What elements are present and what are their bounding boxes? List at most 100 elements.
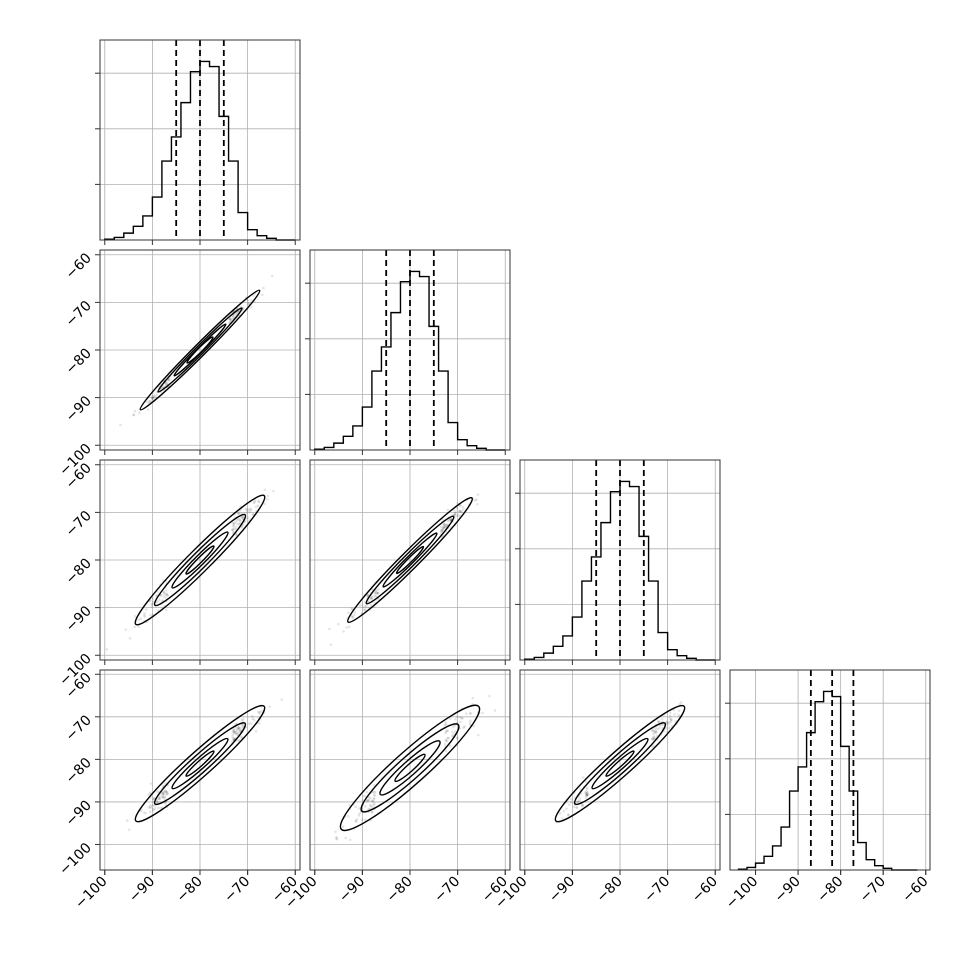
sample-point	[585, 788, 589, 791]
sample-point	[164, 593, 167, 596]
sample-point	[329, 643, 333, 646]
sample-point	[653, 737, 656, 740]
sample-point	[270, 274, 274, 278]
sample-point	[158, 797, 161, 801]
density-contour	[153, 513, 247, 607]
sample-point	[570, 798, 573, 801]
sample-point	[374, 592, 377, 595]
sample-point	[462, 508, 465, 511]
sample-point	[232, 522, 236, 525]
sample-point	[156, 790, 159, 793]
sample-point	[581, 803, 584, 807]
sample-point	[369, 803, 372, 807]
sample-point	[656, 727, 659, 731]
sample-point	[164, 789, 167, 793]
sample-point	[153, 806, 157, 810]
sample-point	[584, 780, 588, 784]
density-contour	[382, 532, 438, 588]
sample-point	[234, 525, 238, 529]
x-tick-label: −100	[72, 874, 111, 913]
sample-point	[369, 796, 372, 800]
sample-point	[371, 810, 374, 814]
sample-point	[143, 615, 147, 618]
sample-point	[236, 512, 240, 515]
sample-point	[373, 595, 376, 598]
y-tick-label: −60	[63, 250, 95, 282]
sample-point	[234, 731, 237, 734]
sample-point	[373, 794, 376, 798]
sample-point	[669, 720, 673, 723]
sample-point	[147, 793, 150, 796]
sample-point	[244, 507, 248, 511]
scatter-panel-r2-c1	[309, 459, 511, 665]
sample-point	[161, 792, 164, 796]
sample-point	[232, 527, 236, 531]
sample-point	[237, 512, 241, 516]
sample-point	[674, 719, 678, 723]
sample-point	[247, 302, 251, 306]
sample-point	[567, 813, 570, 817]
sample-point	[444, 731, 447, 735]
sample-point	[584, 791, 587, 794]
sample-point	[229, 317, 232, 321]
sample-point	[457, 514, 460, 517]
sample-point	[666, 720, 670, 724]
sample-point	[257, 499, 260, 503]
sample-point	[452, 725, 455, 729]
sample-point	[655, 730, 658, 734]
sample-point	[167, 378, 171, 382]
sample-point	[160, 795, 163, 799]
density-contour	[573, 722, 667, 806]
sample-point	[334, 830, 337, 834]
y-tick-label: −80	[63, 755, 95, 787]
sample-point	[572, 805, 576, 809]
sample-point	[149, 806, 152, 810]
sample-point	[362, 608, 366, 612]
sample-point	[651, 728, 655, 732]
sample-point	[263, 488, 267, 492]
sample-point	[280, 698, 284, 701]
sample-point	[584, 792, 588, 795]
sample-point	[158, 598, 161, 601]
panel-frame	[729, 669, 931, 871]
density-contour	[185, 750, 215, 777]
sample-point	[238, 730, 241, 734]
sample-point	[147, 805, 150, 809]
sample-point	[232, 524, 235, 528]
sample-point	[143, 611, 146, 615]
sample-point	[469, 712, 472, 716]
sample-point	[335, 837, 339, 840]
sample-point	[165, 790, 168, 793]
sample-point	[442, 526, 445, 529]
density-contour	[591, 737, 649, 790]
sample-point	[237, 511, 240, 515]
sample-point	[449, 717, 452, 720]
sample-point	[370, 595, 373, 599]
sample-point	[586, 791, 589, 794]
sample-point	[253, 499, 257, 502]
sample-point	[105, 648, 109, 651]
sample-point	[166, 594, 169, 597]
sample-point	[232, 729, 236, 733]
sample-point	[149, 782, 153, 785]
sample-point	[673, 713, 676, 716]
sample-point	[251, 513, 255, 517]
sample-point	[166, 792, 169, 796]
sample-point	[125, 819, 129, 822]
sample-point	[149, 804, 152, 807]
sample-point	[441, 528, 444, 531]
sample-point	[246, 516, 250, 519]
sample-point	[473, 498, 477, 502]
sample-point	[366, 798, 369, 802]
sample-point	[151, 596, 155, 600]
sample-point	[446, 508, 450, 512]
sample-point	[454, 718, 457, 721]
sample-point	[158, 797, 161, 801]
sample-point	[229, 317, 233, 321]
sample-point	[373, 797, 376, 801]
sample-point	[149, 805, 152, 809]
sample-point	[238, 518, 241, 522]
x-tick-label: −70	[857, 874, 889, 906]
sample-point	[372, 796, 375, 800]
sample-point	[164, 596, 168, 599]
